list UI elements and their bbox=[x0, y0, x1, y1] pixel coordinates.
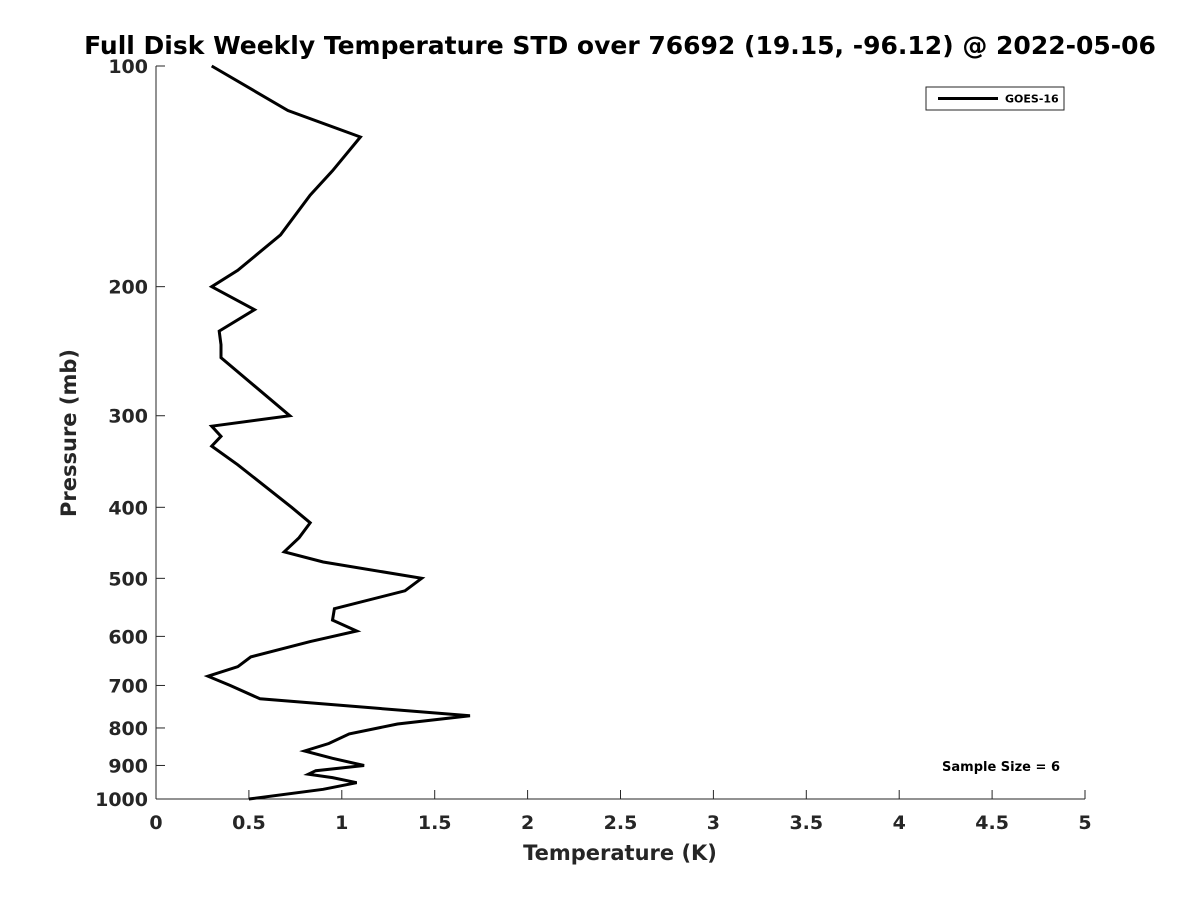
x-tick-label: 3 bbox=[707, 812, 720, 834]
y-tick-label: 400 bbox=[108, 497, 148, 519]
x-tick-label: 2.5 bbox=[604, 812, 638, 834]
x-tick-label: 2 bbox=[521, 812, 534, 834]
legend-label: GOES-16 bbox=[1005, 93, 1059, 106]
plot-area: 0 0.5 1 1.5 2 2.5 3 3.5 4 4.5 5 100 200 300 400 500 600 7… bbox=[95, 56, 1092, 834]
x-tick-label: 0.5 bbox=[232, 812, 266, 834]
x-tick-label: 1 bbox=[335, 812, 348, 834]
sample-size-annotation: Sample Size = 6 bbox=[942, 760, 1060, 775]
chart-title: Full Disk Weekly Temperature STD over 76… bbox=[84, 31, 1156, 60]
x-tick-label: 3.5 bbox=[789, 812, 823, 834]
y-tick-label: 800 bbox=[108, 718, 148, 740]
y-tick-label: 500 bbox=[108, 568, 148, 590]
x-tick-label: 5 bbox=[1078, 812, 1091, 834]
x-tick-label: 4 bbox=[893, 812, 906, 834]
y-tick-label: 600 bbox=[108, 626, 148, 648]
y-tick-label: 900 bbox=[108, 755, 148, 777]
y-tick-label: 700 bbox=[108, 675, 148, 697]
y-tick-label: 300 bbox=[108, 406, 148, 428]
x-axis-label: Temperature (K) bbox=[523, 841, 717, 865]
y-tick-label: 100 bbox=[108, 56, 148, 78]
x-tick-label: 1.5 bbox=[418, 812, 452, 834]
series-line-goes-16 bbox=[203, 64, 471, 801]
y-axis-label: Pressure (mb) bbox=[57, 349, 81, 517]
y-tick-label: 1000 bbox=[95, 789, 148, 811]
x-tick-label: 4.5 bbox=[975, 812, 1009, 834]
x-tick-label: 0 bbox=[149, 812, 162, 834]
y-tick-label: 200 bbox=[108, 277, 148, 299]
